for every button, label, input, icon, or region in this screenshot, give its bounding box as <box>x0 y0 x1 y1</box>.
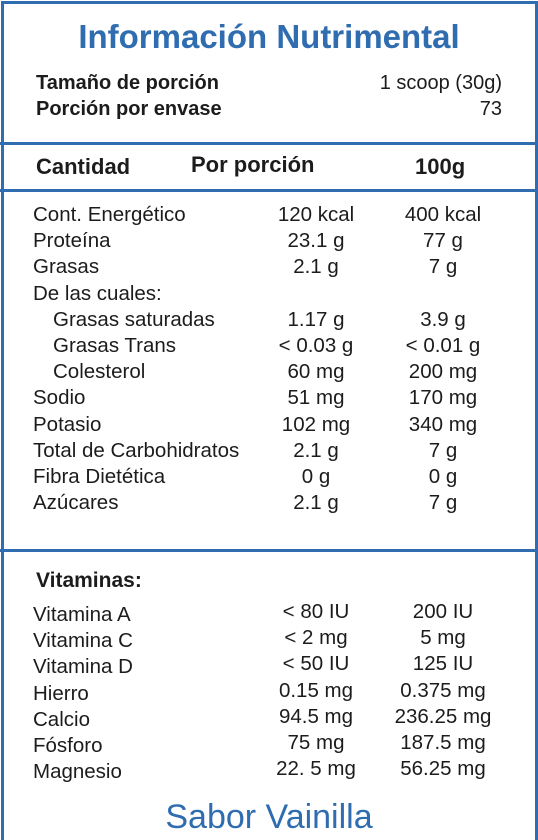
per-100g-value: 400 kcal <box>404 203 482 226</box>
nutrient-name: Grasas <box>33 255 100 279</box>
per-serving-value: 2.1 g <box>293 491 339 515</box>
nutrient-row: Calcio 94.5 mg 236.25 mg <box>33 705 513 731</box>
divider-serving <box>0 142 535 145</box>
per-serving-value: 60 mg <box>287 360 345 384</box>
nutrient-row: De las cuales: <box>33 282 513 308</box>
per-serving-value: < 50 IU <box>282 652 350 676</box>
divider-vitamins <box>0 549 538 552</box>
per-100g-value: 170 mg <box>408 386 478 410</box>
nutrient-row: Total de Carbohidratos 2.1 g 7 g <box>33 439 513 465</box>
per-100g-value: 5 mg <box>420 626 466 650</box>
nutrient-row: Proteína 23.1 g 77 g <box>33 229 513 255</box>
per-100g-value: 77 g <box>423 229 463 253</box>
per-serving-value: 23.1 g <box>287 229 345 253</box>
header-per-serving: Por porción <box>191 152 315 177</box>
per-100g-value: 56.25 mg <box>400 757 486 781</box>
nutrient-name: Azúcares <box>33 491 119 515</box>
flavor-label: Sabor Vainilla <box>165 798 373 836</box>
serving-size-value: 1 scoop (30g) <box>379 72 502 94</box>
per-serving-value: 0 g <box>301 465 331 488</box>
nutrient-row: Fibra Dietética 0 g 0 g <box>33 465 513 491</box>
servings-per-container-label: Porción por envase <box>36 98 222 120</box>
nutrient-row: Azúcares 2.1 g 7 g <box>33 491 513 517</box>
per-serving-value: 102 mg <box>281 412 351 436</box>
nutrient-name: Vitamina D <box>33 655 133 679</box>
per-100g-value: 125 IU <box>412 652 474 676</box>
per-serving-value: 0.15 mg <box>278 678 354 702</box>
nutrient-row: Fósforo 75 mg 187.5 mg <box>33 731 513 757</box>
per-100g-value: 0.375 mg <box>400 678 486 702</box>
nutrient-name: Vitamina C <box>33 629 133 653</box>
per-100g-value: 0 g <box>428 465 458 488</box>
nutrient-name: Grasas Trans <box>53 334 177 357</box>
nutrient-row: Colesterol 60 mg 200 mg <box>33 360 513 386</box>
nutrient-name: Grasas saturadas <box>53 307 215 331</box>
nutrient-name: Colesterol <box>53 360 146 384</box>
vitamins-heading: Vitaminas: <box>36 569 142 592</box>
nutrient-name: Vitamina A <box>33 603 131 626</box>
per-100g-value: 187.5 mg <box>400 731 486 754</box>
nutrient-row: Hierro 0.15 mg 0.375 mg <box>33 679 513 705</box>
nutrient-name: Cont. Energético <box>33 203 186 226</box>
nutrient-name: Fibra Dietética <box>33 465 166 488</box>
per-100g-value: 340 mg <box>408 412 478 436</box>
nutrient-name: Total de Carbohidratos <box>33 438 240 462</box>
per-100g-value: 236.25 mg <box>394 704 492 728</box>
per-serving-value: 2.1 g <box>293 255 339 279</box>
header-per-100g: 100g <box>415 154 466 179</box>
nutrient-name: Magnesio <box>33 760 122 784</box>
per-serving-value: 51 mg <box>287 386 345 410</box>
per-serving-value: < 0.03 g <box>278 334 354 357</box>
nutrient-row: Magnesio 22. 5 mg 56.25 mg <box>33 757 513 783</box>
per-serving-value: < 80 IU <box>282 600 350 623</box>
nutrient-row: Sodio 51 mg 170 mg <box>33 386 513 412</box>
nutrient-name: Fósforo <box>33 734 103 757</box>
nutrient-name: De las cuales: <box>33 281 162 305</box>
header-amount: Cantidad <box>36 154 131 179</box>
per-100g-value: 3.9 g <box>420 307 466 331</box>
nutrient-row: Vitamina D < 50 IU 125 IU <box>33 652 513 678</box>
nutrient-name: Sodio <box>33 386 86 410</box>
nutrient-name: Calcio <box>33 707 90 731</box>
servings-per-container-value: 73 <box>479 98 502 120</box>
nutrient-name: Potasio <box>33 412 102 436</box>
nutrient-row: Vitamina C < 2 mg 5 mg <box>33 626 513 652</box>
serving-size-label: Tamaño de porción <box>36 72 219 94</box>
per-100g-value: 7 g <box>428 491 458 515</box>
nutrient-row: Potasio 102 mg 340 mg <box>33 413 513 439</box>
nutrient-name: Proteína <box>33 229 111 253</box>
per-serving-value: 120 kcal <box>277 203 355 226</box>
per-serving-value: 1.17 g <box>287 307 345 331</box>
per-serving-value: 22. 5 mg <box>276 757 356 781</box>
nutrient-row: Grasas Trans < 0.03 g < 0.01 g <box>33 334 513 360</box>
per-serving-value: < 2 mg <box>284 626 348 650</box>
per-100g-value: 200 mg <box>408 360 478 384</box>
per-serving-value: 2.1 g <box>293 438 339 462</box>
nutrient-row: Grasas 2.1 g 7 g <box>33 255 513 281</box>
divider-header <box>0 189 535 192</box>
label-title: Información Nutrimental <box>78 18 460 55</box>
per-100g-value: < 0.01 g <box>405 334 481 357</box>
nutrient-row: Vitamina A < 80 IU 200 IU <box>33 600 513 626</box>
nutrient-name: Hierro <box>33 681 89 705</box>
nutrient-row: Cont. Energético 120 kcal 400 kcal <box>33 203 513 229</box>
nutrient-row: Grasas saturadas 1.17 g 3.9 g <box>33 308 513 334</box>
per-100g-value: 200 IU <box>412 600 474 623</box>
per-serving-value: 75 mg <box>287 731 345 754</box>
per-serving-value: 94.5 mg <box>278 704 354 728</box>
per-100g-value: 7 g <box>428 438 458 462</box>
per-100g-value: 7 g <box>428 255 458 279</box>
